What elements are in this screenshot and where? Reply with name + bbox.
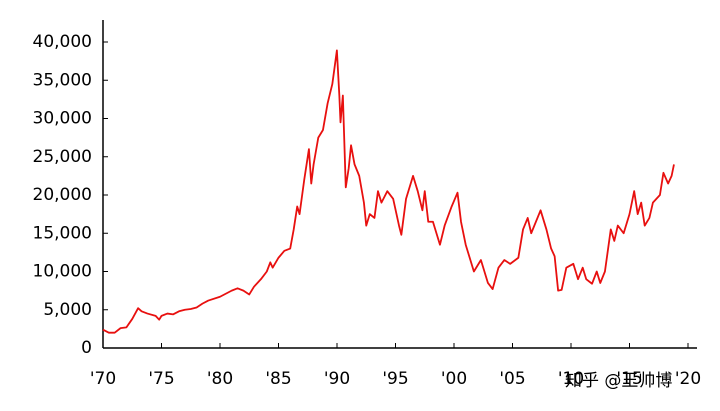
x-tick-label: '95 bbox=[382, 369, 408, 389]
x-tick-label: '75 bbox=[148, 369, 174, 389]
x-tick-label: '15 bbox=[616, 369, 642, 389]
x-tick-label: '05 bbox=[499, 369, 525, 389]
x-tick-label: '00 bbox=[441, 369, 467, 389]
y-tick-label: 30,000 bbox=[33, 109, 92, 129]
y-tick-label: 5,000 bbox=[43, 300, 92, 320]
y-tick-label: 20,000 bbox=[33, 185, 92, 205]
y-tick-label: 35,000 bbox=[33, 70, 92, 90]
y-tick-label: 25,000 bbox=[33, 147, 92, 167]
data-line bbox=[102, 49, 675, 334]
y-tick-label: 10,000 bbox=[33, 262, 92, 282]
x-tick-label: '90 bbox=[324, 369, 350, 389]
y-tick-label: 15,000 bbox=[33, 223, 92, 243]
y-tick-label: 0 bbox=[81, 338, 92, 358]
y-tick-label: 40,000 bbox=[33, 32, 92, 52]
x-tick-label: '10 bbox=[558, 369, 584, 389]
x-tick-label: '20 bbox=[675, 369, 701, 389]
x-tick-label: '80 bbox=[207, 369, 233, 389]
x-tick-label: '85 bbox=[265, 369, 291, 389]
watermark: 知乎 @王帅博 bbox=[565, 371, 672, 391]
x-tick-label: '70 bbox=[90, 369, 116, 389]
